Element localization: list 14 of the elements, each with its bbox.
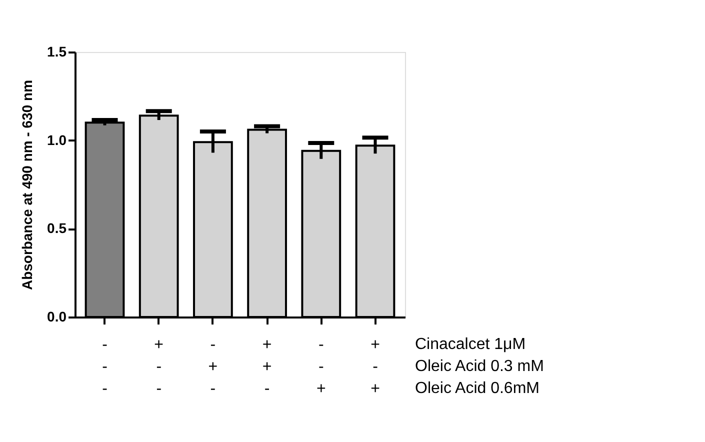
text: Oleic Acid 0.3 mM — [415, 358, 544, 375]
text: Oleic Acid 0.6mM — [415, 380, 540, 397]
x-tick-label: + - - — [154, 336, 164, 398]
y-tick-label: 0.5 — [47, 220, 67, 236]
y-tick-label: 1.0 — [47, 132, 67, 148]
x-tick-label: - - + — [316, 336, 326, 398]
x-tick-label: - - - — [102, 336, 108, 398]
text: Cinacalcet 1μM — [415, 336, 526, 353]
x-tick-label: + - + — [370, 336, 380, 398]
y-axis-title: Absorbance at 490 nm - 630 nm — [19, 80, 36, 290]
y-tick-label: 0.0 — [47, 308, 67, 324]
x-tick-label: - + - — [208, 336, 218, 398]
x-tick-label: + + - — [262, 336, 272, 398]
y-tick-label: 1.5 — [47, 44, 67, 60]
